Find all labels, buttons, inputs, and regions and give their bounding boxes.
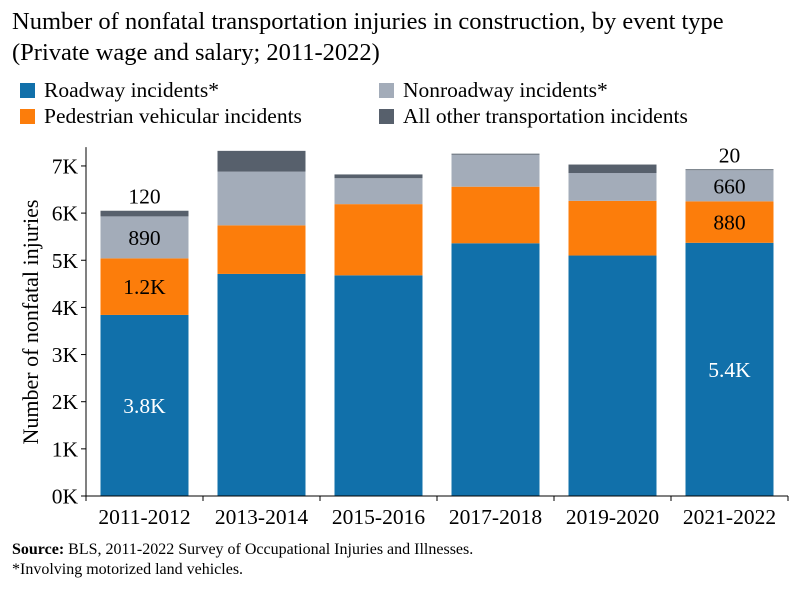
source-line: Source: BLS, 2011-2022 Survey of Occupat…: [12, 540, 473, 560]
legend: Roadway incidents* Nonroadway incidents*…: [12, 72, 782, 128]
y-tick-label: 6K: [52, 202, 79, 226]
legend-item-roadway: Roadway incidents*: [20, 77, 219, 103]
bar-2021-2022-nonroadway-incidents: [685, 170, 774, 202]
legend-item-nonroadway: Nonroadway incidents*: [379, 77, 608, 103]
data-label-2011-2012-roadway-incidents: 3.8K: [123, 394, 166, 418]
data-label-2021-2022-nonroadway-incidents: 660: [713, 174, 745, 198]
data-label-2011-2012-pedestrian-vehicular-incidents: 1.2K: [123, 275, 166, 299]
legend-label-other: All other transportation incidents: [403, 104, 688, 128]
y-tick-label: 1K: [52, 437, 79, 461]
bar-2013-2014-pedestrian-vehicular-incidents: [217, 225, 306, 274]
axes-group: 0K 1K 2K 3K 4K 5K 6K 7K 2011-2012 2013-2014 2015-2…: [52, 147, 789, 529]
bar-2013-2014-all-other-transportation-incidents: [217, 150, 306, 172]
legend-swatch-other: [379, 108, 394, 124]
bar-2019-2020-all-other-transportation-incidents: [568, 164, 657, 174]
data-label-2011-2012-nonroadway-incidents: 890: [128, 226, 160, 250]
data-label-2011-2012-all-other-transportation-incidents: 120: [128, 185, 160, 209]
legend-label-roadway: Roadway incidents*: [44, 78, 219, 102]
legend-item-other: All other transportation incidents: [379, 103, 688, 129]
bar-2017-2018-pedestrian-vehicular-incidents: [451, 186, 540, 244]
y-tick-label: 4K: [52, 296, 79, 320]
source-label: Source:: [12, 541, 65, 558]
bar-2019-2020-roadway-incidents: [568, 255, 657, 496]
bar-2011-2012-pedestrian-vehicular-incidents: [100, 258, 189, 315]
bar-2015-2016-pedestrian-vehicular-incidents: [334, 204, 423, 276]
y-tick-label: 7K: [52, 154, 79, 178]
legend-swatch-nonroadway: [379, 82, 394, 98]
bar-2017-2018-roadway-incidents: [451, 243, 540, 496]
bar-2021-2022-all-other-transportation-incidents: [685, 169, 774, 171]
x-tick-label: 2011-2012: [98, 505, 190, 529]
legend-label-nonroadway: Nonroadway incidents*: [403, 78, 608, 102]
y-tick-label: 3K: [52, 343, 79, 367]
data-label-2021-2022-pedestrian-vehicular-incidents: 880: [713, 211, 745, 235]
bar-2013-2014-nonroadway-incidents: [217, 171, 306, 226]
x-tick-label: 2017-2018: [449, 505, 542, 529]
legend-item-pedestrian: Pedestrian vehicular incidents: [20, 103, 302, 129]
footnote: *Involving motorized land vehicles.: [12, 561, 244, 578]
bar-2019-2020-pedestrian-vehicular-incidents: [568, 200, 657, 256]
data-labels-group: 3.8K 1.2K 890 120 5.4K 880 660 20: [123, 143, 751, 418]
y-axis-label: Number of nonfatal injuries: [18, 200, 43, 445]
legend-label-pedestrian: Pedestrian vehicular incidents: [44, 104, 302, 128]
bar-2021-2022-pedestrian-vehicular-incidents: [685, 201, 774, 243]
data-label-2021-2022-roadway-incidents: 5.4K: [708, 358, 751, 382]
source-text: BLS, 2011-2022 Survey of Occupational In…: [64, 541, 474, 558]
bars-group: [100, 150, 774, 496]
bar-2011-2012-nonroadway-incidents: [100, 216, 189, 259]
chart-title: Number of nonfatal transportation injuri…: [12, 8, 724, 66]
bar-2017-2018-all-other-transportation-incidents: [451, 153, 540, 155]
footer: Source: BLS, 2011-2022 Survey of Occupat…: [12, 540, 473, 580]
bar-2013-2014-roadway-incidents: [217, 273, 306, 496]
legend-swatch-pedestrian: [20, 108, 35, 124]
x-tick-label: 2019-2020: [566, 505, 659, 529]
data-label-2021-2022-all-other-transportation-incidents: 20: [719, 143, 741, 167]
legend-swatch-roadway: [20, 82, 35, 98]
x-tick-label: 2013-2014: [215, 505, 308, 529]
x-tick-label: 2021-2022: [683, 505, 776, 529]
bar-2015-2016-nonroadway-incidents: [334, 178, 423, 205]
bar-2011-2012-all-other-transportation-incidents: [100, 210, 189, 217]
bar-2015-2016-roadway-incidents: [334, 275, 423, 496]
x-tick-label: 2015-2016: [332, 505, 425, 529]
y-tick-label: 2K: [52, 390, 79, 414]
bar-2019-2020-nonroadway-incidents: [568, 173, 657, 201]
bar-2011-2012-roadway-incidents: [100, 314, 189, 496]
y-tick-label: 0K: [52, 485, 79, 509]
bar-2017-2018-nonroadway-incidents: [451, 154, 540, 187]
bar-2021-2022-roadway-incidents: [685, 242, 774, 496]
bar-2015-2016-all-other-transportation-incidents: [334, 174, 423, 179]
y-tick-label: 5K: [52, 249, 79, 273]
